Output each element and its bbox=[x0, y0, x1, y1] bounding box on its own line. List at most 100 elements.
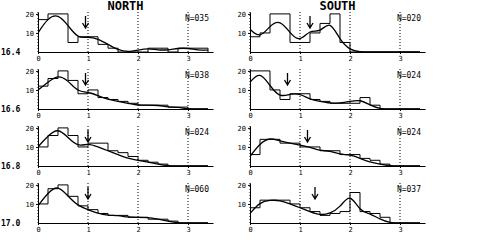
histogram-bar bbox=[138, 156, 148, 160]
tick-label: 0 bbox=[36, 169, 40, 177]
axis-line bbox=[38, 184, 39, 224]
panel: 0123102016.8N=024 bbox=[1, 125, 214, 177]
tick: 10 bbox=[238, 87, 250, 95]
tick: 10 bbox=[238, 144, 250, 152]
tick-mark bbox=[88, 223, 89, 225]
tick-label: 1 bbox=[298, 55, 302, 63]
plot-area bbox=[250, 71, 420, 109]
tick-mark bbox=[188, 166, 189, 168]
grid-line bbox=[250, 69, 251, 109]
tick-mark bbox=[248, 185, 250, 186]
grid-line bbox=[300, 183, 301, 223]
histogram-bar bbox=[310, 208, 320, 212]
tick-mark bbox=[350, 166, 351, 168]
histogram-bar bbox=[330, 14, 340, 24]
histogram-bar bbox=[138, 52, 148, 53]
axis-line bbox=[39, 109, 214, 110]
annotation: N=024 bbox=[397, 71, 421, 80]
tick: 1 bbox=[298, 52, 302, 63]
tick: 1 bbox=[86, 166, 90, 177]
arrow bbox=[83, 73, 89, 85]
tick-mark bbox=[36, 185, 38, 186]
y-axis: 10 20 bbox=[26, 11, 39, 53]
histogram-bar bbox=[250, 208, 260, 223]
histogram-bar bbox=[68, 185, 78, 196]
grid-line bbox=[250, 12, 251, 52]
panel: 01231020NORTH16.4N=035 bbox=[1, 0, 214, 63]
tick-mark bbox=[300, 109, 301, 111]
curve bbox=[38, 131, 208, 166]
tick-label: 1 bbox=[86, 169, 90, 177]
tick: 20 bbox=[26, 68, 38, 76]
tick-label: 2 bbox=[348, 55, 352, 63]
tick-mark bbox=[36, 90, 38, 91]
tick-label: 2 bbox=[348, 112, 352, 120]
histogram-bar bbox=[128, 153, 138, 157]
tick-mark bbox=[248, 14, 250, 15]
tick: 1 bbox=[86, 109, 90, 120]
arrow bbox=[85, 187, 91, 199]
tick: 2 bbox=[348, 166, 352, 177]
tick: 3 bbox=[186, 166, 190, 177]
panel-title: SOUTH bbox=[319, 0, 355, 13]
tick-label: 1 bbox=[86, 55, 90, 63]
tick: 1 bbox=[298, 223, 302, 234]
tick-label: 0 bbox=[248, 226, 252, 234]
tick-mark bbox=[88, 109, 89, 111]
x-axis: 0123 bbox=[248, 52, 425, 63]
tick-mark bbox=[188, 109, 189, 111]
tick: 20 bbox=[26, 125, 38, 133]
histogram-bar bbox=[48, 189, 58, 204]
plot-area bbox=[38, 14, 208, 52]
tick-label: 3 bbox=[398, 169, 402, 177]
tick-label: 20 bbox=[26, 182, 34, 190]
axis-line bbox=[39, 223, 214, 224]
annotation: N=037 bbox=[397, 185, 421, 194]
histogram-bar bbox=[360, 193, 370, 212]
tick: 0 bbox=[248, 109, 252, 120]
plot-area bbox=[38, 128, 208, 166]
tick-label: 3 bbox=[398, 226, 402, 234]
tick: 3 bbox=[398, 166, 402, 177]
axis-line bbox=[251, 166, 426, 167]
tick-mark bbox=[248, 204, 250, 205]
grid-line bbox=[250, 183, 251, 223]
tick: 20 bbox=[26, 11, 38, 19]
axis-line bbox=[38, 127, 39, 167]
tick-label: 0 bbox=[248, 112, 252, 120]
tick-label: 2 bbox=[348, 226, 352, 234]
histogram-bar bbox=[158, 48, 168, 49]
y-axis: 1020 bbox=[238, 125, 251, 167]
tick: 3 bbox=[186, 109, 190, 120]
tick-label: 0 bbox=[248, 169, 252, 177]
tick-label: 2 bbox=[136, 55, 140, 63]
axis-line bbox=[250, 184, 251, 224]
y-axis: 10 20 bbox=[26, 182, 39, 224]
tick-mark bbox=[188, 52, 189, 54]
tick-mark bbox=[248, 71, 250, 72]
panel: 01231020SOUTHN=020 bbox=[238, 0, 426, 63]
tick-label: 10 bbox=[26, 201, 34, 209]
row-label: 17.0 bbox=[1, 219, 20, 228]
tick-mark bbox=[350, 52, 351, 54]
tick-label: 10 bbox=[238, 30, 246, 38]
tick: 10 bbox=[238, 30, 250, 38]
grid bbox=[250, 126, 400, 166]
tick-mark bbox=[138, 52, 139, 54]
tick: 1 bbox=[298, 166, 302, 177]
tick: 0 bbox=[36, 52, 40, 63]
tick: 10 bbox=[26, 30, 38, 38]
histogram-bar bbox=[360, 155, 370, 159]
tick: 20 bbox=[238, 182, 250, 190]
arrow bbox=[285, 73, 291, 85]
histogram-bar bbox=[380, 160, 390, 164]
tick-mark bbox=[248, 128, 250, 129]
tick-label: 20 bbox=[26, 68, 34, 76]
chart-root: 01231020NORTH16.4N=03501231020SOUTHN=020… bbox=[0, 0, 480, 240]
grid-line bbox=[38, 69, 39, 109]
tick-mark bbox=[400, 52, 401, 54]
x-axis: 0123 bbox=[36, 166, 213, 177]
axis-line bbox=[39, 166, 214, 167]
histogram-bar bbox=[38, 204, 48, 223]
tick: 1 bbox=[86, 52, 90, 63]
